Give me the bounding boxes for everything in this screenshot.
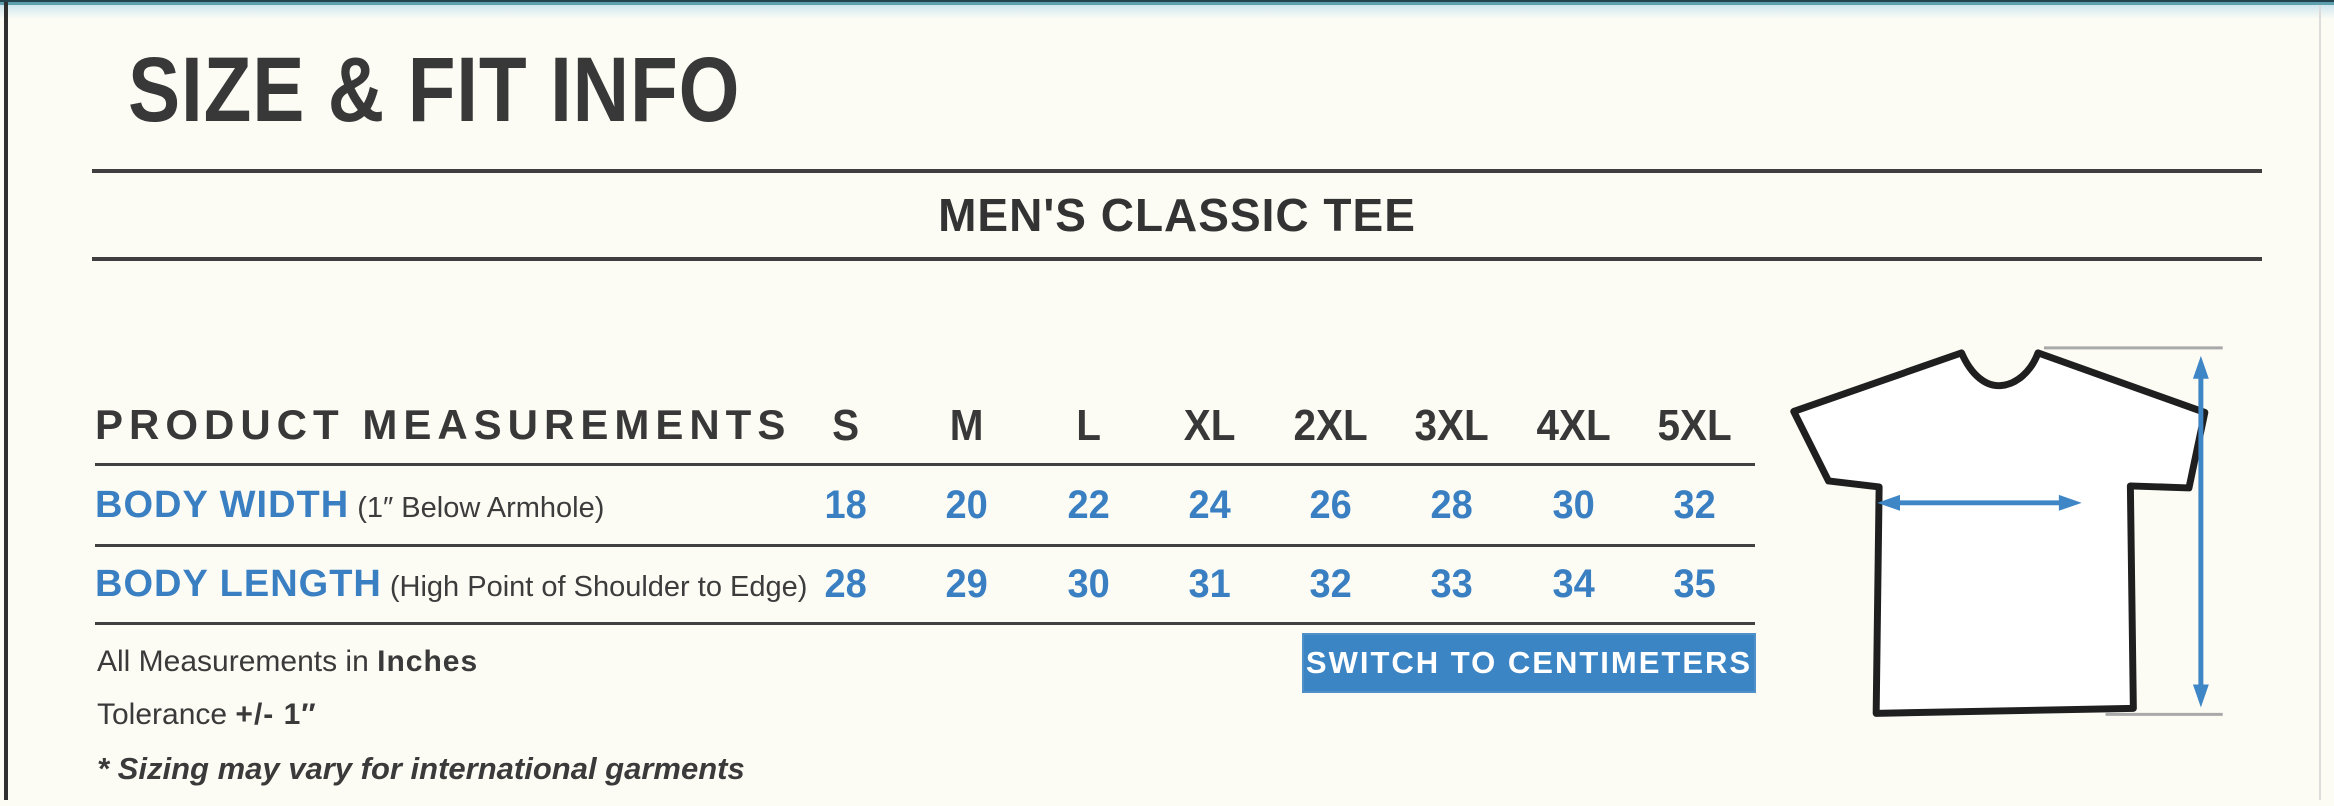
measurement-value: 32: [1673, 482, 1716, 527]
tshirt-outline-icon: [1790, 349, 2209, 717]
measurement-value: 20: [945, 482, 989, 527]
body-length-arrow-icon: [2192, 355, 2209, 708]
size-column-header-3xl: 3XL: [1414, 401, 1489, 450]
page-title: SIZE & FIT INFO: [128, 39, 741, 141]
top-navy-border: [0, 0, 2334, 2]
measurement-value: 30: [1066, 562, 1110, 606]
row-label-note: (1″ Below Armhole): [357, 491, 605, 524]
right-border: [2319, 5, 2321, 800]
table-header-row: PRODUCT MEASUREMENTS S M L XL 2XL 3XL 4X…: [95, 385, 1755, 463]
size-column-header-s: S: [832, 401, 860, 450]
measurement-value: 26: [1309, 482, 1352, 527]
sizing-disclaimer: * Sizing may vary for international garm…: [97, 751, 745, 786]
body-width-arrow-icon: [1877, 494, 2082, 511]
row-label-text: BODY LENGTH: [95, 563, 382, 605]
measurements-table: PRODUCT MEASUREMENTS S M L XL 2XL 3XL 4X…: [95, 385, 1755, 625]
size-column-header-l: L: [1075, 401, 1101, 450]
measurement-value: 18: [824, 482, 867, 527]
divider-below-product-name: [92, 257, 2262, 261]
tshirt-diagram: [1790, 346, 2223, 717]
size-column-header-5xl: 5XL: [1657, 401, 1732, 450]
top-teal-border: [0, 2, 2334, 5]
table-header-label: PRODUCT MEASUREMENTS: [95, 401, 792, 448]
measurement-value: 24: [1188, 482, 1231, 527]
table-row-body-width: BODY WIDTH (1″ Below Armhole) 18 20 22 24…: [95, 466, 1755, 544]
measurement-value: 30: [1551, 482, 1595, 527]
units-note-prefix: All Measurements in: [97, 645, 369, 678]
tolerance-note-prefix: Tolerance: [97, 698, 228, 731]
measurement-value: 29: [945, 562, 989, 606]
row-label-text: BODY WIDTH: [95, 483, 350, 526]
footnotes: All Measurements in Inches Tolerance +/-…: [97, 645, 745, 806]
switch-to-centimeters-button[interactable]: SWITCH TO CENTIMETERS: [1302, 633, 1756, 693]
measurement-value: 33: [1430, 562, 1474, 606]
measurement-value: 22: [1066, 482, 1110, 527]
row-label-note: (High Point of Shoulder to Edge): [389, 571, 808, 603]
row-label-body-width: BODY WIDTH (1″ Below Armhole): [95, 484, 785, 527]
size-column-header-xl: XL: [1183, 401, 1236, 450]
divider: [95, 463, 1755, 466]
tolerance-note-value: +/- 1″: [235, 698, 317, 731]
divider-above-product-name: [92, 169, 2262, 173]
divider: [95, 622, 1755, 625]
measurement-value: 35: [1673, 562, 1716, 606]
measurement-value: 28: [824, 562, 867, 606]
measurement-value: 31: [1188, 562, 1231, 606]
size-column-header-4xl: 4XL: [1535, 401, 1611, 450]
divider: [95, 544, 1755, 547]
switch-button-label: SWITCH TO CENTIMETERS: [1305, 645, 1753, 680]
product-name-heading: MEN'S CLASSIC TEE: [938, 189, 1416, 241]
top-gradient-fade: [0, 5, 2334, 19]
tolerance-note: Tolerance +/- 1″: [97, 698, 745, 732]
size-column-header-2xl: 2XL: [1293, 401, 1368, 450]
row-label-body-length: BODY LENGTH (High Point of Shoulder to Ed…: [95, 563, 807, 606]
units-note: All Measurements in Inches: [97, 645, 745, 679]
measurement-value: 28: [1430, 482, 1474, 527]
measurement-value: 32: [1309, 562, 1352, 606]
size-column-header-m: M: [950, 401, 984, 450]
units-note-value: Inches: [377, 645, 479, 678]
left-border: [4, 2, 8, 800]
measurement-value: 34: [1551, 562, 1595, 606]
table-row-body-length: BODY LENGTH (High Point of Shoulder to Ed…: [95, 547, 1755, 622]
